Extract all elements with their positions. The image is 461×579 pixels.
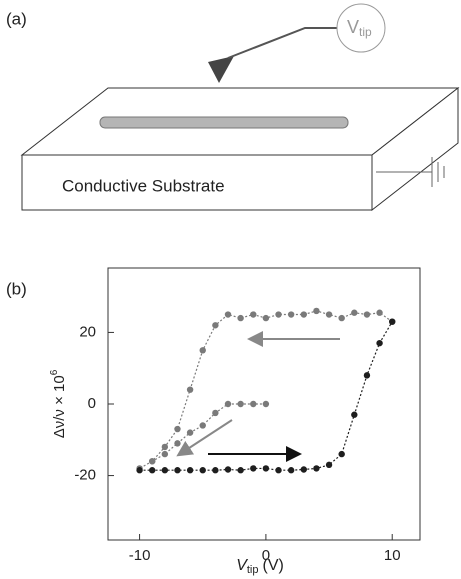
data-point	[275, 467, 282, 474]
y-label-exponent: 6	[49, 369, 60, 375]
data-point	[287, 467, 295, 474]
data-point	[325, 461, 333, 469]
data-point	[300, 466, 307, 473]
data-point	[199, 347, 206, 354]
data-point	[363, 372, 371, 379]
data-point	[363, 311, 371, 318]
data-point	[351, 411, 358, 418]
data-point	[212, 409, 219, 417]
slab-front	[21, 154, 373, 211]
data-point	[161, 443, 169, 451]
substrate-label: Conductive Substrate	[62, 176, 225, 195]
y-tick-label: -20	[74, 467, 96, 484]
plot-area: -20 0 20 -10 0 10	[74, 307, 401, 564]
data-point	[389, 318, 396, 325]
data-point	[250, 465, 257, 472]
data-point	[262, 400, 270, 408]
data-point	[237, 467, 244, 474]
data-point	[161, 467, 169, 474]
series-line	[151, 403, 266, 462]
x-label-unit: (V)	[262, 557, 283, 574]
data-point	[338, 450, 345, 458]
x-label-symbol: V	[236, 557, 248, 574]
y-tick-label: 0	[88, 395, 96, 412]
data-point	[351, 309, 358, 316]
panel-label: (b)	[6, 279, 27, 298]
data-point	[250, 311, 257, 318]
data-point	[174, 467, 181, 474]
data-point	[186, 467, 194, 474]
tip	[208, 56, 234, 83]
data-point	[376, 339, 383, 347]
slab-side	[371, 86, 459, 212]
data-point	[313, 307, 320, 315]
tip-subscript: tip	[359, 25, 372, 39]
data-point	[224, 400, 232, 408]
data-point	[212, 322, 219, 329]
data-point	[149, 458, 156, 465]
data-point	[376, 309, 383, 316]
data-point	[174, 440, 181, 447]
panel-label: (a)	[6, 9, 27, 28]
x-tick-label: 10	[384, 547, 401, 564]
data-point	[262, 314, 270, 322]
data-point	[287, 311, 295, 318]
y-axis-label: Δν/ν × 106	[49, 369, 68, 438]
series-line	[139, 321, 393, 471]
tip-voltage: Vtip	[347, 17, 372, 39]
data-point	[136, 467, 143, 474]
y-label-text: Δν/ν × 10	[51, 375, 68, 438]
data-point	[300, 311, 307, 318]
data-point	[186, 429, 194, 436]
data-point	[199, 467, 206, 474]
data-point	[250, 400, 257, 408]
data-point	[199, 422, 206, 429]
data-point	[262, 465, 270, 472]
data-point	[149, 467, 156, 474]
y-tick-label: 20	[79, 323, 96, 340]
tip-symbol: V	[347, 17, 359, 37]
data-point	[325, 311, 333, 318]
voltage-source	[336, 3, 386, 53]
data-point	[186, 386, 194, 393]
data-point	[338, 314, 345, 322]
data-point	[174, 425, 181, 433]
data-point	[313, 465, 320, 472]
data-point	[237, 314, 244, 322]
x-axis-label: Vtip (V)	[236, 557, 284, 576]
data-point	[275, 311, 282, 318]
x-tick-label: 0	[262, 547, 270, 564]
data-point	[224, 466, 232, 473]
data-point	[237, 400, 244, 408]
tip-wire	[227, 27, 337, 59]
data-point	[161, 450, 169, 458]
data-point	[212, 467, 219, 474]
arrow	[176, 419, 233, 457]
x-tick-label: -10	[129, 547, 151, 564]
nanowire	[99, 116, 349, 129]
data-point	[224, 311, 232, 318]
x-label-subscript: tip	[247, 564, 259, 576]
